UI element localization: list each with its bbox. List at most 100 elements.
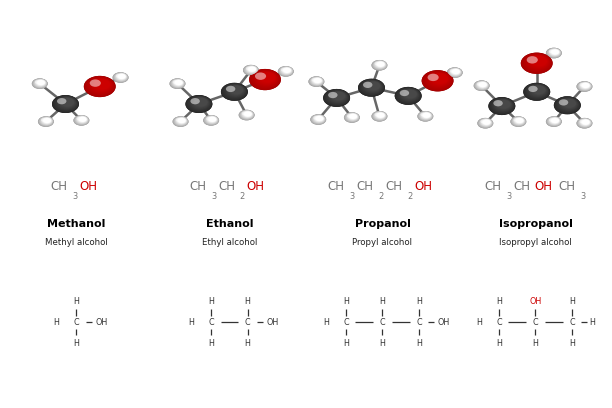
Text: 3: 3	[506, 192, 512, 201]
Circle shape	[76, 116, 88, 124]
Circle shape	[430, 73, 449, 85]
Circle shape	[259, 72, 275, 83]
Circle shape	[363, 80, 382, 93]
Circle shape	[75, 115, 89, 124]
Circle shape	[173, 116, 188, 127]
Circle shape	[43, 118, 51, 123]
Circle shape	[531, 56, 547, 67]
Circle shape	[550, 118, 559, 124]
Circle shape	[580, 120, 585, 123]
Circle shape	[194, 98, 207, 107]
Text: OH: OH	[247, 180, 264, 193]
Circle shape	[173, 116, 188, 127]
Circle shape	[478, 82, 487, 88]
Text: OH: OH	[95, 318, 108, 327]
Circle shape	[513, 118, 519, 122]
Circle shape	[477, 118, 493, 129]
Circle shape	[244, 65, 258, 75]
Circle shape	[375, 112, 386, 120]
Circle shape	[189, 96, 211, 110]
Circle shape	[282, 67, 292, 74]
Text: C: C	[496, 318, 502, 327]
Circle shape	[315, 115, 324, 122]
Circle shape	[477, 82, 488, 89]
Circle shape	[61, 98, 74, 107]
Text: CH: CH	[218, 180, 235, 193]
Circle shape	[37, 80, 45, 85]
Circle shape	[450, 68, 461, 76]
Circle shape	[329, 91, 346, 102]
Circle shape	[376, 112, 385, 118]
Circle shape	[204, 115, 218, 124]
Circle shape	[529, 85, 547, 96]
Text: CH: CH	[51, 180, 67, 193]
Circle shape	[559, 98, 578, 111]
Circle shape	[477, 118, 493, 129]
Circle shape	[554, 96, 581, 114]
Circle shape	[422, 112, 431, 118]
Circle shape	[549, 49, 554, 53]
Circle shape	[523, 83, 550, 101]
Circle shape	[309, 77, 324, 86]
Circle shape	[358, 79, 385, 97]
Text: C: C	[416, 318, 422, 327]
Circle shape	[52, 95, 79, 113]
Text: H: H	[209, 339, 214, 348]
Circle shape	[278, 66, 294, 77]
Text: Methanol: Methanol	[47, 220, 106, 229]
Circle shape	[242, 111, 247, 115]
Circle shape	[375, 61, 386, 68]
Circle shape	[34, 79, 47, 87]
Circle shape	[549, 49, 560, 56]
Circle shape	[312, 77, 323, 85]
Circle shape	[349, 114, 357, 119]
Circle shape	[480, 119, 491, 126]
Circle shape	[375, 62, 380, 65]
Circle shape	[577, 118, 592, 128]
Circle shape	[426, 71, 451, 88]
Circle shape	[420, 112, 431, 120]
Circle shape	[84, 76, 116, 97]
Circle shape	[376, 61, 385, 67]
Circle shape	[176, 117, 187, 125]
Text: CH: CH	[385, 180, 402, 193]
Circle shape	[253, 70, 278, 87]
Text: OH: OH	[535, 180, 553, 193]
Text: H: H	[496, 339, 502, 348]
Circle shape	[514, 118, 524, 124]
Circle shape	[547, 117, 561, 126]
Text: CH: CH	[328, 180, 345, 193]
Circle shape	[490, 98, 515, 114]
Text: OH: OH	[529, 297, 542, 306]
Text: C: C	[73, 318, 80, 327]
Circle shape	[190, 98, 200, 104]
Circle shape	[314, 115, 324, 122]
Circle shape	[359, 79, 384, 96]
Circle shape	[524, 83, 550, 100]
Circle shape	[494, 99, 512, 111]
Circle shape	[562, 99, 576, 108]
Circle shape	[281, 67, 292, 75]
Text: H: H	[245, 297, 250, 306]
Circle shape	[581, 120, 589, 125]
Circle shape	[76, 116, 88, 124]
Circle shape	[77, 116, 88, 123]
Circle shape	[479, 118, 493, 127]
Circle shape	[513, 117, 525, 125]
Circle shape	[227, 85, 244, 96]
Circle shape	[313, 78, 321, 83]
Circle shape	[374, 112, 386, 120]
Circle shape	[228, 85, 244, 95]
Circle shape	[523, 83, 550, 101]
Circle shape	[255, 73, 266, 80]
Circle shape	[177, 118, 185, 123]
Circle shape	[35, 80, 40, 84]
Circle shape	[528, 84, 548, 97]
Circle shape	[226, 86, 236, 92]
Circle shape	[203, 115, 219, 126]
Circle shape	[531, 85, 546, 95]
Circle shape	[249, 69, 281, 90]
Text: H: H	[416, 297, 422, 306]
Text: H: H	[343, 297, 349, 306]
Circle shape	[242, 111, 253, 118]
